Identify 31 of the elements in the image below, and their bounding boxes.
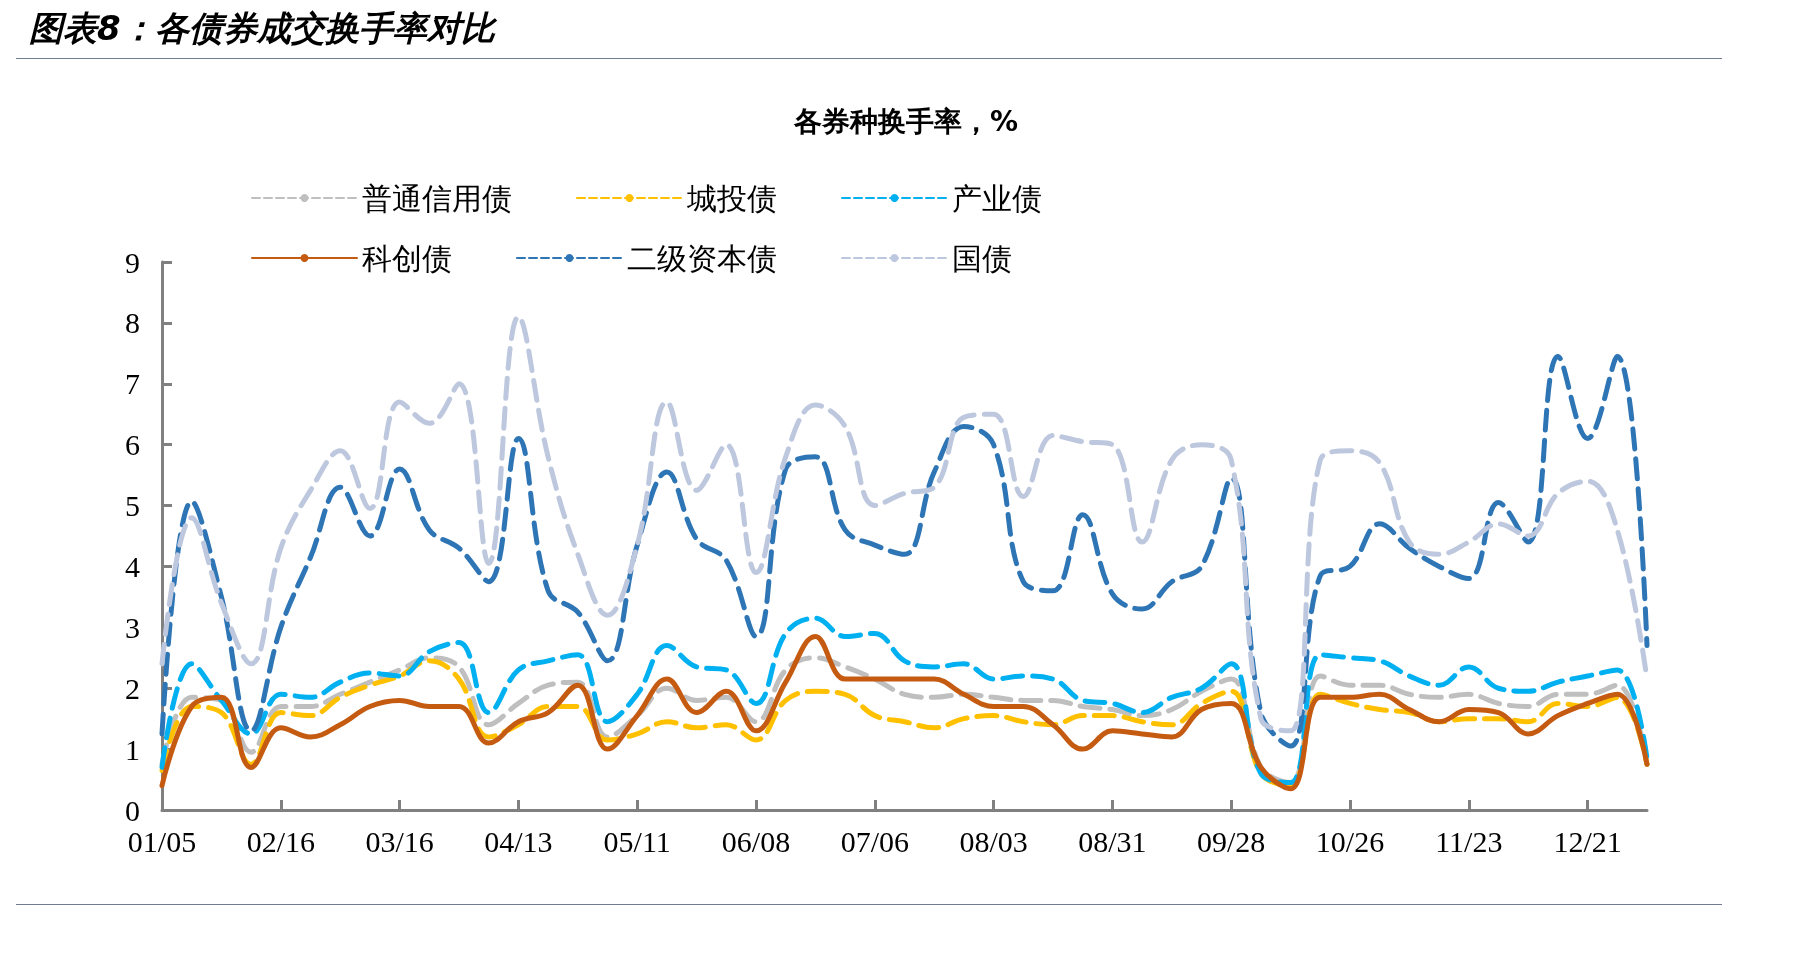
legend-label: 普通信用债 — [362, 180, 512, 216]
x-tick-label: 04/13 — [484, 824, 553, 858]
x-tick-label: 03/16 — [365, 824, 434, 858]
x-tick-label: 09/28 — [1197, 824, 1266, 858]
y-tick-label: 6 — [125, 428, 140, 462]
x-tick-label: 06/08 — [721, 824, 791, 858]
x-tick-label: 07/06 — [840, 824, 909, 858]
x-tick-label: 08/03 — [959, 824, 1028, 858]
y-tick-label: 5 — [125, 489, 140, 523]
y-tick-label: 1 — [125, 732, 140, 766]
y-tick-label: 7 — [125, 367, 140, 401]
legend-label: 城投债 — [686, 180, 777, 216]
y-tick-label: 2 — [125, 671, 140, 705]
x-tick-label: 08/31 — [1078, 824, 1147, 858]
y-tick-label: 9 — [125, 245, 140, 279]
legend-label: 国债 — [952, 240, 1012, 276]
chart-subtitle: 各券种换手率，% — [792, 104, 1019, 138]
y-tick-label: 8 — [125, 306, 140, 340]
y-tick-label: 3 — [125, 610, 140, 644]
x-tick-label: 01/05 — [127, 824, 197, 858]
x-tick-label: 02/16 — [246, 824, 315, 858]
legend-label: 产业债 — [952, 180, 1042, 216]
y-tick-label: 0 — [125, 793, 140, 827]
y-tick-label: 4 — [125, 549, 140, 583]
x-tick-label: 11/23 — [1435, 824, 1503, 858]
x-tick-label: 10/26 — [1315, 824, 1385, 858]
x-tick-label: 05/11 — [603, 824, 671, 858]
legend-label: 二级资本债 — [627, 240, 777, 276]
chart-title: 图表8：各债券成交换手率对比 — [29, 8, 498, 48]
x-tick-label: 12/21 — [1553, 824, 1622, 858]
legend-label: 科创债 — [362, 240, 452, 276]
